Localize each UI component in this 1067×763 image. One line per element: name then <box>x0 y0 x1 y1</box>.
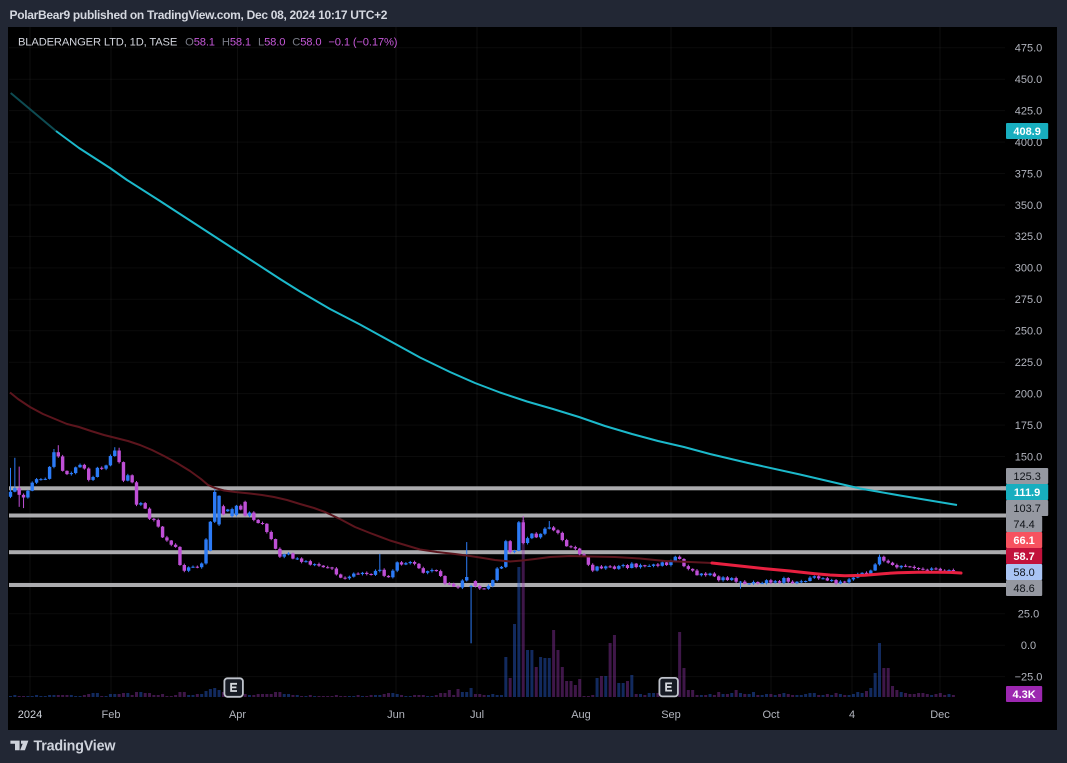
svg-text:375.0: 375.0 <box>1015 168 1043 180</box>
svg-text:4.3K: 4.3K <box>1012 689 1035 701</box>
svg-text:Sep: Sep <box>661 709 681 721</box>
svg-text:275.0: 275.0 <box>1015 294 1043 306</box>
svg-text:300.0: 300.0 <box>1015 263 1043 275</box>
svg-text:150.0: 150.0 <box>1015 451 1043 463</box>
svg-text:225.0: 225.0 <box>1015 357 1043 369</box>
svg-text:58.0: 58.0 <box>1013 567 1034 579</box>
svg-text:350.0: 350.0 <box>1015 200 1043 212</box>
svg-text:175.0: 175.0 <box>1015 420 1043 432</box>
svg-text:425.0: 425.0 <box>1015 105 1043 117</box>
svg-text:103.7: 103.7 <box>1013 503 1041 515</box>
svg-text:125.3: 125.3 <box>1013 471 1041 483</box>
svg-text:Jun: Jun <box>387 709 405 721</box>
svg-text:Apr: Apr <box>229 709 246 721</box>
svg-text:Oct: Oct <box>762 709 779 721</box>
svg-text:Feb: Feb <box>102 709 121 721</box>
svg-text:450.0: 450.0 <box>1015 74 1043 86</box>
svg-text:200.0: 200.0 <box>1015 388 1043 400</box>
svg-text:PolarBear9 published on Tradin: PolarBear9 published on TradingView.com,… <box>10 8 388 22</box>
svg-text:Jul: Jul <box>470 709 484 721</box>
svg-text:0.0: 0.0 <box>1021 640 1036 652</box>
svg-text:48.6: 48.6 <box>1013 583 1034 595</box>
svg-text:Dec: Dec <box>930 709 950 721</box>
svg-text:2024: 2024 <box>18 709 42 721</box>
svg-text:250.0: 250.0 <box>1015 326 1043 338</box>
svg-text:111.9: 111.9 <box>1014 487 1040 499</box>
svg-text:TradingView: TradingView <box>34 739 117 755</box>
svg-text:−25.0: −25.0 <box>1015 671 1043 683</box>
svg-text:25.0: 25.0 <box>1018 609 1039 621</box>
svg-text:408.9: 408.9 <box>1013 126 1041 138</box>
svg-text:325.0: 325.0 <box>1015 231 1043 243</box>
svg-text:66.1: 66.1 <box>1013 535 1034 547</box>
svg-text:400.0: 400.0 <box>1015 137 1043 149</box>
svg-text:74.4: 74.4 <box>1013 519 1034 531</box>
svg-text:58.7: 58.7 <box>1013 551 1034 563</box>
svg-text:475.0: 475.0 <box>1015 43 1043 55</box>
svg-text:Aug: Aug <box>571 709 591 721</box>
svg-text:4: 4 <box>849 709 855 721</box>
